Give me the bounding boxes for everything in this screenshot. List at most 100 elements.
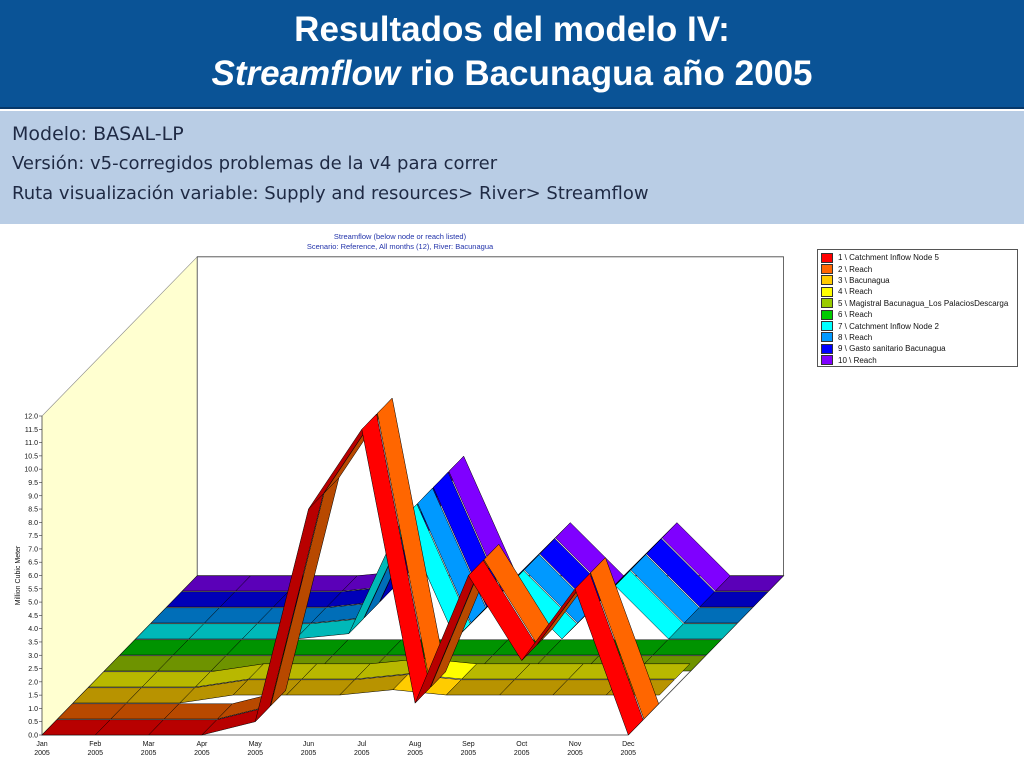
y-tick-label: 7.5 <box>28 533 38 540</box>
y-tick-label: 3.0 <box>28 653 38 660</box>
x-tick-label: Sep <box>462 741 475 748</box>
legend-swatch <box>821 355 833 366</box>
y-tick-label: 8.0 <box>28 520 38 527</box>
x-tick-year: 2005 <box>141 750 157 757</box>
legend-label: 5 \ Magistral Bacunagua_Los PalaciosDesc… <box>838 298 1009 308</box>
x-tick-year: 2005 <box>567 750 583 757</box>
legend-label: 1 \ Catchment Inflow Node 5 <box>838 253 939 263</box>
chart-title: Streamflow (below node or reach listed) <box>334 232 467 241</box>
y-tick-label: 11.0 <box>25 440 38 447</box>
x-tick-label: Dec <box>622 741 635 748</box>
x-tick-label: Mar <box>143 741 156 748</box>
y-tick-label: 8.5 <box>28 507 38 514</box>
legend-label: 6 \ Reach <box>838 310 873 320</box>
y-tick-label: 10.5 <box>24 453 38 460</box>
x-tick-label: Jun <box>303 741 314 748</box>
x-tick-year: 2005 <box>354 750 370 757</box>
y-tick-label: 12.0 <box>24 414 38 421</box>
legend-label: 10 \ Reach <box>838 355 877 365</box>
legend-item: 4 \ Reach <box>821 286 1014 297</box>
slide-title-bar: Resultados del modelo IV: Streamflow rio… <box>0 0 1024 109</box>
x-tick-label: Feb <box>89 741 101 748</box>
x-tick-label: Apr <box>196 741 208 748</box>
ribbon-7 <box>668 623 738 640</box>
y-tick-label: 4.5 <box>28 613 38 620</box>
legend-label: 3 \ Bacunagua <box>838 275 890 285</box>
y-tick-label: 10.0 <box>24 467 38 474</box>
x-tick-year: 2005 <box>247 750 263 757</box>
legend-label: 8 \ Reach <box>838 332 873 342</box>
legend-swatch <box>821 343 833 354</box>
legend-swatch <box>821 298 833 309</box>
legend-swatch <box>821 286 833 297</box>
legend-swatch <box>821 275 833 286</box>
x-tick-label: May <box>249 741 263 748</box>
x-tick-year: 2005 <box>34 750 50 757</box>
legend-item: 9 \ Gasto sanitario Bacunagua <box>821 343 1014 354</box>
legend-swatch <box>821 252 833 263</box>
legend-item: 7 \ Catchment Inflow Node 2 <box>821 320 1014 332</box>
model-info-box: Modelo: BASAL-LP Versión: v5-corregidos … <box>0 111 1024 224</box>
x-tick-year: 2005 <box>301 750 317 757</box>
y-tick-label: 5.0 <box>28 600 38 607</box>
y-tick-label: 9.0 <box>28 493 38 500</box>
x-tick-year: 2005 <box>514 750 530 757</box>
y-tick-label: 2.0 <box>28 679 38 686</box>
x-tick-year: 2005 <box>461 750 477 757</box>
x-tick-label: Nov <box>569 741 582 748</box>
y-tick-label: 0.0 <box>28 733 38 740</box>
chart-subtitle: Scenario: Reference, All months (12), Ri… <box>307 242 494 251</box>
ribbon-8 <box>683 607 753 624</box>
slide-title-line1: Resultados del modelo IV: <box>294 10 730 49</box>
x-tick-year: 2005 <box>621 750 637 757</box>
legend-item: 6 \ Reach <box>821 309 1014 320</box>
legend-item: 1 \ Catchment Inflow Node 5 <box>821 252 1014 263</box>
legend-swatch <box>821 332 833 343</box>
y-tick-label: 9.5 <box>28 480 38 487</box>
slide-title-italic: Streamflow <box>211 54 401 93</box>
ribbon-9 <box>699 591 769 608</box>
legend-item: 5 \ Magistral Bacunagua_Los PalaciosDesc… <box>821 298 1014 309</box>
ribbon-2 <box>590 557 660 720</box>
x-tick-label: Oct <box>516 741 527 748</box>
legend-item: 10 \ Reach <box>821 355 1014 366</box>
streamflow-chart: 0.0 0.5 1.0 1.5 2.0 2.5 3.0 3.5 4.0 4.5 5.0 5.5 6.0 6… <box>15 232 785 757</box>
ribbon-10 <box>714 575 785 592</box>
x-tick-label: Jan <box>36 741 47 748</box>
y-tick-label: 2.5 <box>28 666 38 673</box>
y-tick-label: 11.5 <box>25 427 38 434</box>
x-tick-year: 2005 <box>194 750 210 757</box>
slide-title-rest: rio Bacunagua año 2005 <box>400 54 813 93</box>
legend-label: 9 \ Gasto sanitario Bacunagua <box>838 344 946 354</box>
legend-item: 3 \ Bacunagua <box>821 275 1014 286</box>
legend-label: 2 \ Reach <box>838 264 873 274</box>
ribbon-6 <box>652 639 722 656</box>
y-tick-label: 3.5 <box>28 639 38 646</box>
y-tick-label: 7.0 <box>28 546 38 553</box>
y-tick-label: 5.5 <box>28 586 38 593</box>
legend-swatch <box>821 264 833 275</box>
x-tick-label: Aug <box>409 741 422 748</box>
legend-item: 2 \ Reach <box>821 263 1014 275</box>
y-tick-label: 1.5 <box>28 693 38 700</box>
x-tick-label: Jul <box>357 741 366 748</box>
legend-item: 8 \ Reach <box>821 332 1014 343</box>
y-tick-label: 4.0 <box>28 626 38 633</box>
y-axis-title: Million Cubic Meter <box>15 545 22 605</box>
ribbon-1 <box>574 573 644 736</box>
y-tick-label: 6.5 <box>28 560 38 567</box>
y-tick-label: 6.0 <box>28 573 38 580</box>
y-tick-label: 1.0 <box>28 706 38 713</box>
model-line: Modelo: BASAL-LP <box>12 123 184 145</box>
legend-label: 4 \ Reach <box>838 287 873 297</box>
x-tick-year: 2005 <box>407 750 423 757</box>
legend-swatch <box>821 309 833 320</box>
route-line: Ruta visualización variable: Supply and … <box>12 183 649 204</box>
version-line: Versión: v5-corregidos problemas de la v… <box>12 153 498 174</box>
legend-label: 7 \ Catchment Inflow Node 2 <box>838 321 939 331</box>
x-tick-year: 2005 <box>88 750 104 757</box>
y-tick-label: 0.5 <box>28 719 38 726</box>
legend-swatch <box>821 321 833 332</box>
slide-title-line2: Streamflow rio Bacunagua año 2005 <box>0 52 1024 96</box>
